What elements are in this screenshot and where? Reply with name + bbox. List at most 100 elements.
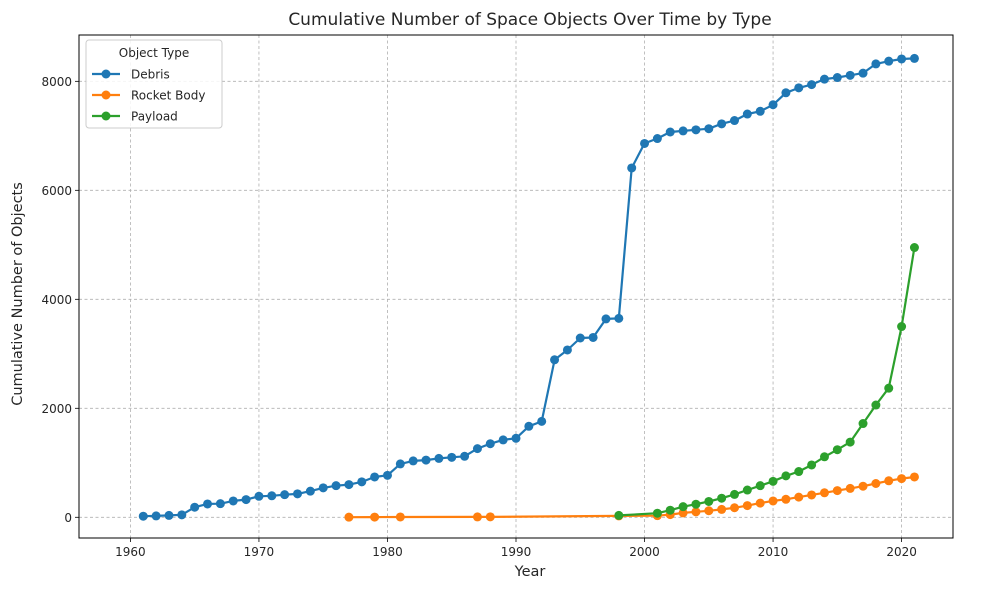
- data-point-debris: [755, 106, 765, 116]
- data-point-debris: [614, 313, 624, 323]
- data-point-payload: [794, 467, 804, 477]
- data-point-rocket-body: [730, 503, 739, 513]
- data-point-rocket-body: [370, 512, 380, 522]
- data-point-payload: [678, 502, 688, 512]
- data-point-payload: [730, 489, 739, 499]
- data-point-rocket-body: [742, 501, 752, 511]
- y-tick-label: 4000: [41, 293, 72, 307]
- data-point-debris: [434, 453, 444, 463]
- x-tick-label: 2020: [886, 545, 917, 559]
- data-point-debris: [357, 477, 367, 487]
- y-tick-label: 8000: [41, 75, 72, 89]
- x-axis-label: Year: [514, 564, 546, 580]
- data-point-debris: [640, 138, 650, 148]
- x-tick-label: 1970: [244, 545, 275, 559]
- data-point-debris: [884, 56, 894, 66]
- data-point-debris: [832, 73, 842, 83]
- data-point-debris: [177, 510, 187, 520]
- data-point-payload: [884, 383, 894, 393]
- data-point-debris: [897, 54, 907, 64]
- data-point-rocket-body: [755, 498, 765, 508]
- data-point-rocket-body: [909, 472, 919, 482]
- data-point-rocket-body: [858, 481, 868, 491]
- data-point-debris: [408, 456, 418, 466]
- data-point-debris: [768, 100, 778, 110]
- data-point-payload: [858, 419, 868, 429]
- data-point-rocket-body: [717, 504, 727, 514]
- data-point-debris: [652, 134, 662, 144]
- data-point-rocket-body: [897, 474, 907, 484]
- data-point-payload: [614, 510, 624, 520]
- data-point-debris: [190, 502, 200, 512]
- data-point-rocket-body: [807, 490, 817, 500]
- y-axis-label: Cumulative Number of Objects: [10, 182, 26, 406]
- series-payload: [614, 243, 919, 520]
- x-tick-label: 1960: [115, 545, 146, 559]
- data-point-payload: [897, 322, 907, 332]
- data-point-debris: [627, 163, 637, 173]
- data-point-debris: [305, 486, 315, 496]
- data-point-debris: [858, 68, 868, 78]
- chart-title: Cumulative Number of Space Objects Over …: [288, 10, 771, 30]
- data-point-debris: [318, 483, 328, 493]
- data-point-debris: [665, 127, 675, 137]
- data-point-debris: [331, 481, 341, 491]
- data-point-debris: [730, 116, 739, 126]
- x-tick-label: 1990: [501, 545, 532, 559]
- data-point-payload: [819, 452, 829, 462]
- data-point-rocket-body: [691, 507, 701, 517]
- data-point-debris: [203, 499, 213, 509]
- legend-title: Object Type: [119, 46, 189, 60]
- legend-marker-rocket-body: [101, 90, 111, 100]
- data-point-debris: [215, 499, 225, 509]
- data-point-rocket-body: [344, 512, 354, 522]
- data-point-rocket-body: [819, 488, 829, 498]
- series-rocket-body: [344, 472, 919, 522]
- data-point-rocket-body: [871, 479, 881, 489]
- data-point-debris: [280, 490, 290, 500]
- x-tick-label: 2000: [629, 545, 660, 559]
- data-point-debris: [524, 421, 534, 431]
- data-point-rocket-body: [485, 512, 495, 522]
- data-point-rocket-body: [768, 496, 778, 506]
- data-point-rocket-body: [395, 512, 405, 522]
- x-tick-label: 2010: [758, 545, 789, 559]
- data-point-debris: [678, 126, 688, 136]
- data-point-debris: [241, 495, 251, 505]
- data-point-debris: [344, 480, 354, 490]
- data-point-debris: [601, 314, 611, 324]
- data-point-payload: [807, 460, 817, 470]
- data-point-debris: [164, 510, 174, 520]
- data-point-debris: [575, 333, 585, 343]
- data-point-debris: [472, 444, 482, 454]
- data-point-debris: [781, 88, 791, 98]
- legend-box: [85, 39, 223, 129]
- legend: Object Type Debris Rocket Body Payload: [85, 39, 223, 129]
- data-point-debris: [138, 511, 148, 521]
- data-point-debris: [267, 491, 277, 501]
- data-point-payload: [768, 476, 778, 486]
- series-debris: [138, 53, 919, 521]
- data-point-debris: [807, 80, 817, 90]
- data-point-rocket-body: [845, 483, 855, 493]
- data-point-debris: [421, 455, 431, 465]
- grid: [79, 35, 953, 538]
- data-point-debris: [819, 74, 829, 84]
- data-point-debris: [498, 435, 508, 445]
- data-point-rocket-body: [832, 486, 842, 496]
- y-axis-ticks: 0 2000 4000 6000 8000: [41, 75, 79, 525]
- data-point-payload: [845, 437, 855, 447]
- data-point-debris: [717, 119, 727, 129]
- data-point-debris: [447, 452, 457, 462]
- data-point-payload: [755, 481, 765, 491]
- data-point-debris: [909, 53, 919, 63]
- data-point-payload: [704, 496, 714, 506]
- legend-marker-debris: [101, 69, 111, 79]
- data-point-debris: [460, 451, 470, 461]
- data-point-debris: [511, 433, 521, 443]
- data-point-payload: [781, 471, 791, 481]
- x-axis-ticks: 1960 1970 1980 1990 2000 2010 2020: [115, 538, 917, 559]
- data-point-debris: [151, 511, 161, 521]
- data-point-rocket-body: [781, 494, 791, 504]
